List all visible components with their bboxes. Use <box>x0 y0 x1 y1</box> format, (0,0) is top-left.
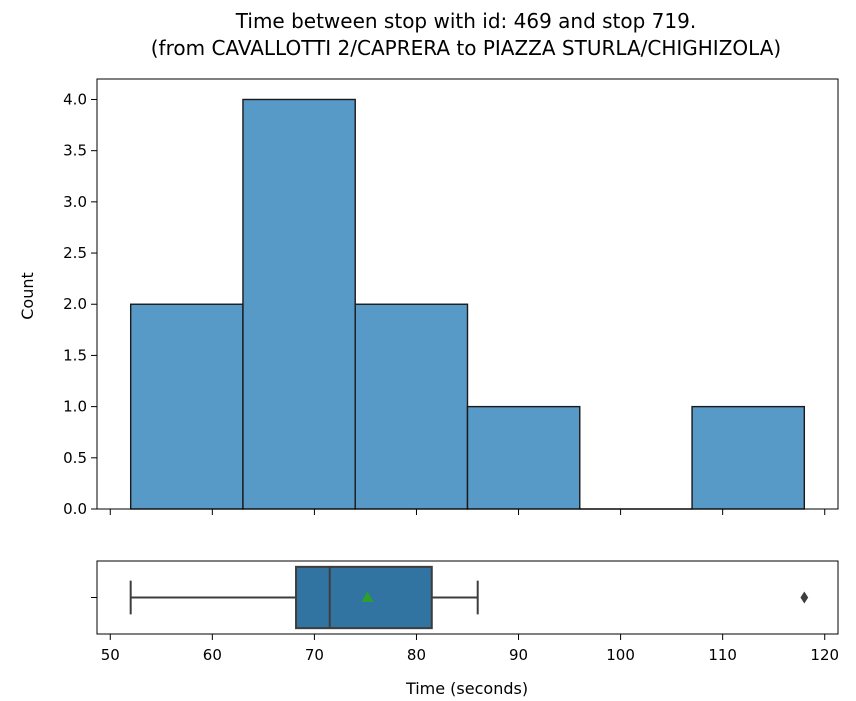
histogram-frame <box>96 78 839 510</box>
x-tick-label: 60 <box>203 646 222 664</box>
x-tick-label: 90 <box>509 646 528 664</box>
x-tick-label: 70 <box>305 646 324 664</box>
boxplot-outlier <box>800 591 809 604</box>
histogram-bar <box>242 98 356 510</box>
y-tick-label: 1.5 <box>63 346 87 364</box>
y-tick-label: 3.0 <box>63 193 87 211</box>
x-tick-label: 50 <box>101 646 120 664</box>
histogram-bar <box>354 303 469 510</box>
y-tick-label: 3.5 <box>63 142 87 160</box>
histogram-bar <box>466 405 581 510</box>
histogram-plot <box>96 78 839 510</box>
y-tick-label: 4.0 <box>63 90 87 108</box>
y-tick-label: 0.0 <box>63 500 87 518</box>
histogram-bar <box>129 303 244 510</box>
boxplot-plot <box>91 560 839 635</box>
x-tick-label: 80 <box>407 646 426 664</box>
boxplot-box <box>295 565 433 630</box>
y-axis-label: Count <box>18 272 37 320</box>
chart-subtitle: (from CAVALLOTTI 2/CAPRERA to PIAZZA STU… <box>151 36 782 60</box>
x-tick-label: 110 <box>708 646 737 664</box>
x-tick-label: 100 <box>606 646 635 664</box>
x-axis-label: Time (seconds) <box>405 679 528 698</box>
y-tick-label: 2.5 <box>63 244 87 262</box>
x-axis: 50 60 70 80 90 100 110 120 <box>101 509 839 664</box>
boxplot-mean-marker <box>361 591 374 602</box>
y-tick-label: 1.0 <box>63 398 87 416</box>
chart-title: Time between stop with id: 469 and stop … <box>235 9 696 33</box>
y-tick-label: 0.5 <box>63 449 87 467</box>
y-tick-label: 2.0 <box>63 295 87 313</box>
y-axis: 0.0 0.5 1.0 1.5 2.0 2.5 3.0 3.5 4.0 <box>63 90 97 518</box>
histogram-bar <box>691 405 806 510</box>
x-tick-label: 120 <box>810 646 839 664</box>
